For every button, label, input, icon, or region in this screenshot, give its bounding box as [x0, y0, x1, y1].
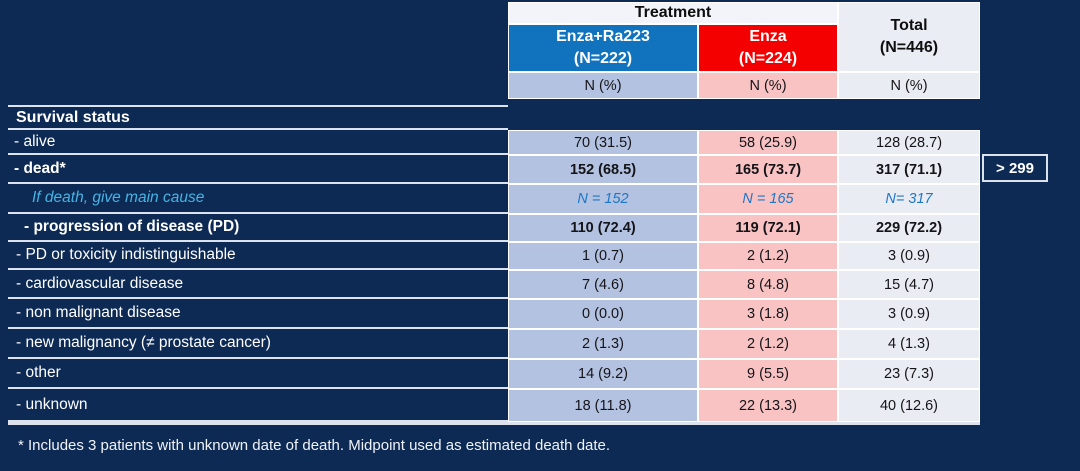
- cell-unknown-total: 40 (12.6): [838, 389, 980, 422]
- row-label-unknown: - unknown: [8, 389, 508, 422]
- unit-header-enza-ra223: N (%): [508, 72, 698, 99]
- cell-non-malignant-enza-ra223: 0 (0.0): [508, 299, 698, 329]
- cell-pd-toxicity-total: 3 (0.9): [838, 242, 980, 270]
- cell-pd-enza-ra223: 110 (72.4): [508, 214, 698, 242]
- unit-header-total: N (%): [838, 72, 980, 99]
- cell-alive-enza: 58 (25.9): [698, 130, 838, 155]
- total-n: (N=446): [879, 39, 939, 56]
- enza-name: Enza: [749, 27, 787, 45]
- cell-unknown-enza-ra223: 18 (11.8): [508, 389, 698, 422]
- row-label-progression-of-disease: - progression of disease (PD): [8, 214, 508, 242]
- cell-alive-enza-ra223: 70 (31.5): [508, 130, 698, 155]
- cell-main-cause-n-enza: N = 165: [698, 184, 838, 214]
- cell-pd-toxicity-enza: 2 (1.2): [698, 242, 838, 270]
- enza-ra223-name: Enza+Ra223: [556, 27, 650, 45]
- cell-pd-total: 229 (72.2): [838, 214, 980, 242]
- unit-header-enza: N (%): [698, 72, 838, 99]
- row-label-other: - other: [8, 359, 508, 389]
- row-label-new-malignancy: - new malignancy (≠ prostate cancer): [8, 329, 508, 359]
- results-table: Treatment Enza+Ra223 (N=222) Enza (N=224…: [8, 2, 980, 422]
- cell-pd-toxicity-enza-ra223: 1 (0.7): [508, 242, 698, 270]
- dead-total-callout: > 299: [982, 154, 1048, 182]
- enza-ra223-n: (N=222): [573, 50, 633, 67]
- cell-main-cause-n-total: N= 317: [838, 184, 980, 214]
- enza-ra223-column-header: Enza+Ra223 (N=222): [508, 24, 698, 72]
- enza-column-header: Enza (N=224): [698, 24, 838, 72]
- enza-n: (N=224): [738, 50, 798, 67]
- row-label-alive: - alive: [8, 130, 508, 155]
- row-label-dead: - dead*: [8, 155, 508, 184]
- row-label-cardiovascular: - cardiovascular disease: [8, 270, 508, 299]
- treatment-header: Treatment: [508, 2, 838, 24]
- cell-non-malignant-total: 3 (0.9): [838, 299, 980, 329]
- row-label-non-malignant: - non malignant disease: [8, 299, 508, 329]
- cell-dead-total: 317 (71.1): [838, 155, 980, 184]
- cell-cardiovascular-enza-ra223: 7 (4.6): [508, 270, 698, 299]
- cell-other-total: 23 (7.3): [838, 359, 980, 389]
- cell-other-enza: 9 (5.5): [698, 359, 838, 389]
- row-label-if-death-main-cause: If death, give main cause: [8, 184, 508, 214]
- cell-unknown-enza: 22 (13.3): [698, 389, 838, 422]
- table-bottom-border: [8, 422, 980, 425]
- cell-new-malignancy-enza: 2 (1.2): [698, 329, 838, 359]
- cell-dead-enza: 165 (73.7): [698, 155, 838, 184]
- cell-cardiovascular-total: 15 (4.7): [838, 270, 980, 299]
- cell-new-malignancy-total: 4 (1.3): [838, 329, 980, 359]
- cell-alive-total: 128 (28.7): [838, 130, 980, 155]
- total-column-header: Total (N=446): [838, 2, 980, 72]
- cell-main-cause-n-enza-ra223: N = 152: [508, 184, 698, 214]
- cell-pd-enza: 119 (72.1): [698, 214, 838, 242]
- section-label-survival-status: Survival status: [8, 105, 508, 130]
- cell-cardiovascular-enza: 8 (4.8): [698, 270, 838, 299]
- row-label-pd-or-toxicity: - PD or toxicity indistinguishable: [8, 242, 508, 270]
- cell-other-enza-ra223: 14 (9.2): [508, 359, 698, 389]
- footnote: * Includes 3 patients with unknown date …: [18, 437, 611, 454]
- cell-non-malignant-enza: 3 (1.8): [698, 299, 838, 329]
- cell-new-malignancy-enza-ra223: 2 (1.3): [508, 329, 698, 359]
- cell-dead-enza-ra223: 152 (68.5): [508, 155, 698, 184]
- total-name: Total: [890, 16, 928, 34]
